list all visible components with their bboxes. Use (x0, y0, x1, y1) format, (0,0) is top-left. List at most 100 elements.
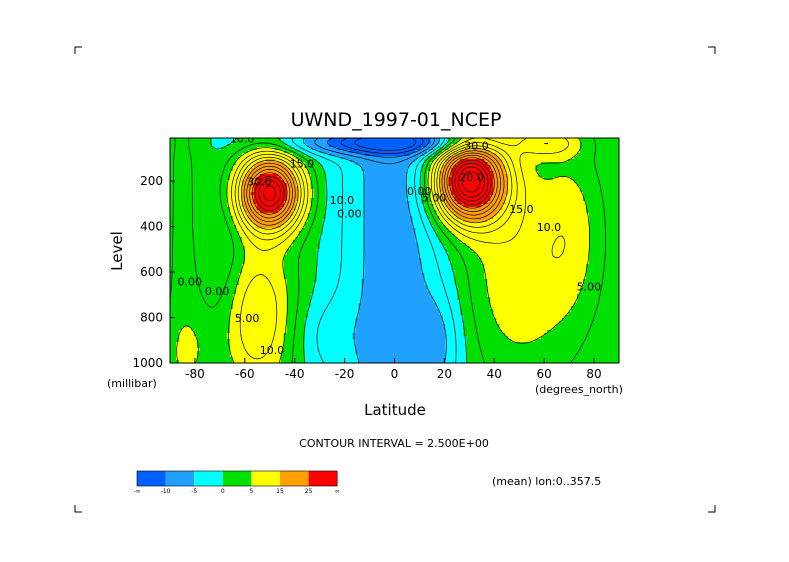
field-cell (268, 174, 273, 178)
field-cell (283, 237, 288, 241)
field-cell (178, 171, 183, 175)
field-cell (505, 231, 509, 235)
field-cell (436, 219, 440, 223)
field-cell (493, 138, 497, 142)
field-cell (508, 138, 512, 142)
field-cell (403, 165, 407, 169)
field-cell (547, 159, 551, 163)
field-cell (280, 207, 285, 211)
field-cell (208, 180, 213, 184)
field-cell (325, 204, 330, 208)
field-cell (256, 180, 261, 184)
field-cell (454, 180, 458, 184)
field-cell (511, 174, 515, 178)
field-cell (361, 195, 365, 199)
field-cell (172, 237, 177, 241)
field-cell (274, 150, 279, 154)
field-cell (577, 192, 581, 196)
field-cell (319, 204, 324, 208)
field-cell (328, 192, 333, 196)
field-cell (475, 174, 479, 178)
field-cell (445, 198, 449, 202)
field-cell (466, 174, 470, 178)
field-cell (550, 183, 554, 187)
field-cell (271, 222, 276, 226)
field-cell (232, 147, 237, 151)
field-cell (214, 192, 219, 196)
field-cell (244, 144, 249, 148)
field-cell (517, 168, 521, 172)
field-cell (388, 171, 392, 175)
field-cell (358, 225, 362, 229)
field-cell (196, 138, 201, 142)
field-cell (328, 204, 333, 208)
field-cell (172, 216, 177, 220)
field-cell (478, 234, 482, 238)
field-cell (523, 147, 527, 151)
field-cell (226, 186, 231, 190)
field-cell (400, 186, 404, 190)
field-cell (448, 198, 452, 202)
field-cell (607, 159, 611, 163)
field-cell (550, 225, 554, 229)
field-cell (409, 231, 413, 235)
field-cell (547, 192, 551, 196)
field-cell (526, 219, 530, 223)
field-cell (361, 165, 365, 169)
field-cell (421, 138, 425, 142)
field-cell (487, 138, 491, 142)
field-cell (262, 192, 267, 196)
field-cell (514, 156, 518, 160)
field-cell (400, 204, 404, 208)
field-cell (586, 183, 590, 187)
field-cell (604, 195, 608, 199)
field-cell (469, 195, 473, 199)
field-cell (286, 225, 291, 229)
field-cell (304, 201, 309, 205)
field-cell (208, 183, 213, 187)
field-cell (490, 183, 494, 187)
field-cell (589, 180, 593, 184)
field-cell (559, 162, 563, 166)
field-cell (298, 162, 303, 166)
field-cell (520, 186, 524, 190)
field-cell (184, 141, 189, 145)
field-cell (514, 213, 518, 217)
field-cell (601, 138, 605, 142)
field-cell (292, 234, 297, 238)
field-cell (388, 231, 392, 235)
field-cell (415, 141, 419, 145)
field-cell (283, 141, 288, 145)
field-cell (517, 189, 521, 193)
field-cell (490, 156, 494, 160)
field-cell (565, 234, 569, 238)
field-cell (589, 216, 593, 220)
field-cell (523, 231, 527, 235)
field-cell (376, 174, 380, 178)
field-cell (382, 177, 386, 181)
field-cell (478, 150, 482, 154)
field-cell (259, 159, 264, 163)
field-cell (337, 201, 342, 205)
field-cell (229, 234, 234, 238)
field-cell (565, 225, 569, 229)
field-cell (559, 138, 563, 142)
field-cell (466, 165, 470, 169)
field-cell (475, 180, 479, 184)
field-cell (391, 207, 395, 211)
field-cell (607, 138, 611, 142)
field-cell (367, 198, 371, 202)
field-cell (274, 186, 279, 190)
field-cell (427, 216, 431, 220)
field-cell (436, 195, 440, 199)
field-cell (520, 144, 524, 148)
field-cell (517, 231, 521, 235)
field-cell (175, 195, 180, 199)
field-cell (277, 189, 282, 193)
field-cell (214, 180, 219, 184)
field-cell (193, 138, 198, 142)
field-cell (208, 165, 213, 169)
field-cell (385, 192, 389, 196)
field-cell (316, 150, 321, 154)
field-cell (538, 162, 542, 166)
